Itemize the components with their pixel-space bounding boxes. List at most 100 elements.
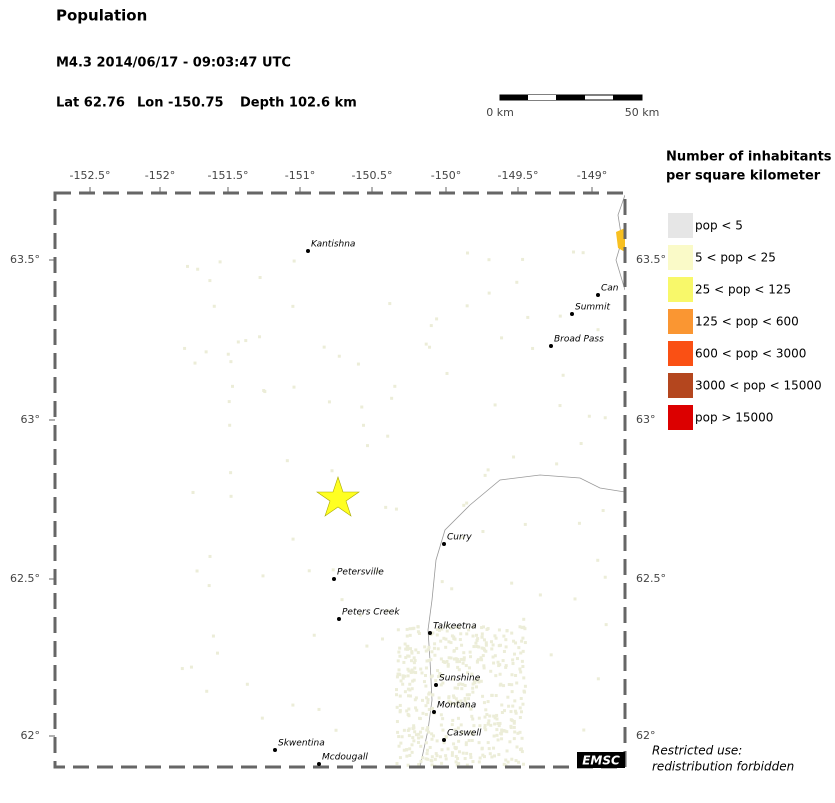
pop-cell bbox=[412, 678, 416, 682]
pop-cell bbox=[428, 345, 432, 349]
pop-cell bbox=[317, 707, 321, 711]
town-label: Summit bbox=[575, 303, 610, 313]
town-label: Skwentina bbox=[278, 739, 325, 749]
pop-cell bbox=[457, 626, 461, 630]
pop-cell bbox=[445, 624, 449, 628]
pop-cell bbox=[518, 625, 522, 629]
pop-cell bbox=[425, 728, 429, 732]
pop-cell bbox=[490, 647, 494, 651]
pop-cell bbox=[457, 739, 461, 743]
pop-cell bbox=[495, 713, 499, 717]
pop-cell bbox=[410, 687, 414, 691]
pop-cell bbox=[512, 455, 516, 459]
pop-cell bbox=[521, 664, 525, 668]
pop-cell bbox=[505, 730, 509, 734]
town-label: Montana bbox=[437, 701, 476, 711]
pop-cell bbox=[406, 763, 410, 767]
pop-cell bbox=[397, 735, 401, 739]
pop-cell bbox=[424, 712, 428, 716]
pop-cell bbox=[468, 650, 472, 654]
pop-cell bbox=[472, 680, 476, 684]
pop-cell bbox=[208, 279, 212, 283]
pop-cell bbox=[475, 633, 479, 637]
pop-cell bbox=[414, 706, 418, 710]
pop-cell bbox=[412, 739, 416, 743]
pop-cell bbox=[509, 710, 513, 714]
pop-cell bbox=[500, 703, 504, 707]
town-marker bbox=[442, 542, 446, 546]
pop-cell bbox=[596, 328, 600, 332]
pop-cell bbox=[291, 304, 295, 308]
pop-cell bbox=[475, 660, 479, 664]
pop-cell bbox=[498, 643, 502, 647]
pop-cell bbox=[416, 625, 420, 629]
pop-cell bbox=[398, 756, 402, 760]
pop-cell bbox=[395, 761, 399, 765]
pop-cell bbox=[603, 575, 607, 579]
pop-cell bbox=[455, 686, 459, 690]
pop-cell bbox=[514, 641, 518, 645]
pop-cell bbox=[430, 693, 434, 697]
pop-cell bbox=[498, 672, 502, 676]
pop-cell bbox=[421, 711, 425, 715]
pop-cell bbox=[596, 558, 600, 562]
pop-cell bbox=[493, 654, 497, 658]
pop-cell bbox=[517, 646, 521, 650]
pop-cell bbox=[394, 507, 398, 511]
pop-cell bbox=[258, 335, 262, 339]
pop-cell bbox=[604, 623, 608, 627]
legend-label: pop > 15000 bbox=[695, 411, 773, 425]
pop-cell bbox=[431, 734, 435, 738]
pop-cell bbox=[450, 753, 454, 757]
pop-cell bbox=[436, 647, 440, 651]
pop-cell bbox=[442, 741, 446, 745]
pop-cell bbox=[236, 340, 240, 344]
title: Population bbox=[56, 7, 147, 25]
epicenter bbox=[316, 476, 360, 517]
pop-cell bbox=[495, 733, 499, 737]
pop-cell bbox=[395, 693, 399, 697]
pop-cell bbox=[514, 673, 518, 677]
pop-cell bbox=[449, 656, 453, 660]
pop-cell bbox=[577, 521, 581, 525]
pop-cell bbox=[334, 728, 338, 732]
pop-cell bbox=[405, 645, 409, 649]
pop-cell bbox=[487, 258, 491, 262]
pop-cell bbox=[421, 698, 425, 702]
pop-cell bbox=[400, 735, 404, 739]
pop-cell bbox=[482, 666, 486, 670]
pop-cell bbox=[398, 703, 402, 707]
pop-cell bbox=[456, 716, 460, 720]
pop-cell bbox=[430, 763, 434, 767]
pop-cell bbox=[413, 659, 417, 663]
pop-cell bbox=[411, 670, 415, 674]
pop-cell bbox=[581, 251, 585, 255]
town-marker bbox=[317, 762, 321, 766]
pop-cell bbox=[337, 354, 341, 358]
pop-cell bbox=[480, 635, 484, 639]
pop-cell bbox=[435, 317, 439, 321]
pop-cell bbox=[399, 679, 403, 683]
lat-tick-label: 62.5° bbox=[10, 572, 40, 585]
pop-cell bbox=[205, 689, 209, 693]
lon-tick-label: -149.5° bbox=[498, 169, 539, 182]
town-label: Broad Pass bbox=[554, 335, 604, 345]
map-area bbox=[55, 193, 625, 767]
pop-cell bbox=[515, 657, 519, 661]
pop-cell bbox=[510, 757, 514, 761]
pop-cell bbox=[396, 628, 400, 632]
pop-cell bbox=[486, 741, 490, 745]
pop-cell bbox=[423, 645, 427, 649]
pop-cell bbox=[501, 659, 505, 663]
pop-cell bbox=[467, 628, 471, 632]
town-marker bbox=[306, 249, 310, 253]
pop-cell bbox=[227, 400, 231, 404]
legend-swatch bbox=[668, 277, 693, 302]
pop-cell bbox=[465, 751, 469, 755]
pop-cell bbox=[513, 652, 517, 656]
pop-cell bbox=[487, 719, 491, 723]
pop-cell bbox=[331, 568, 335, 572]
pop-cell bbox=[447, 700, 451, 704]
pop-cell bbox=[362, 423, 366, 427]
pop-cell bbox=[526, 315, 530, 319]
